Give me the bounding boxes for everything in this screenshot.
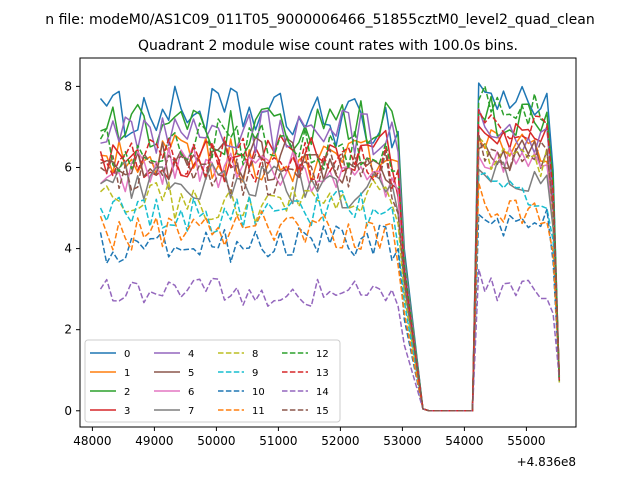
y-tick-label: 2 [64, 323, 72, 337]
legend-label-7: 7 [188, 406, 194, 417]
legend-label-11: 11 [252, 406, 265, 417]
y-tick-label: 0 [64, 404, 72, 418]
y-tick-label: 4 [64, 242, 72, 256]
legend-label-9: 9 [252, 368, 258, 379]
legend-label-10: 10 [252, 387, 265, 398]
legend-box [84, 339, 341, 423]
legend-label-6: 6 [188, 387, 194, 398]
chart-title: Quadrant 2 module wise count rates with … [138, 38, 518, 54]
x-tick-label: 54000 [445, 434, 483, 448]
legend-label-3: 3 [124, 406, 130, 417]
series-line-4 [100, 108, 561, 412]
series-line-1 [100, 129, 561, 412]
legend-label-2: 2 [124, 387, 130, 398]
plot-frame [79, 57, 577, 428]
series-line-15 [100, 133, 561, 412]
legend-label-8: 8 [252, 349, 258, 360]
series-line-6 [99, 144, 561, 412]
x-tick-label: 53000 [383, 434, 421, 448]
legend-label-12: 12 [316, 349, 329, 360]
series-line-8 [99, 136, 561, 412]
series-line-9 [99, 172, 561, 412]
figure-suptitle: n file: modeM0/AS1C09_011T05_9000006466_… [45, 12, 594, 28]
x-tick-label: 50000 [197, 434, 235, 448]
series-layer [99, 82, 561, 412]
x-tick-label: 48000 [73, 434, 111, 448]
axes-layer: 48000 49000 50000 51000 52000 53000 54000 55000… [64, 79, 545, 448]
legend-label-15: 15 [316, 406, 329, 417]
y-tick-label: 6 [64, 160, 72, 174]
legend-label-1: 1 [124, 368, 130, 379]
legend-label-5: 5 [188, 368, 194, 379]
legend-label-13: 13 [316, 368, 329, 379]
x-tick-label: 52000 [321, 434, 359, 448]
series-line-10 [99, 208, 561, 412]
legend-label-4: 4 [188, 349, 194, 360]
legend-label-14: 14 [316, 387, 329, 398]
x-offset-label: +4.836e8 [517, 455, 576, 469]
x-tick-label: 55000 [507, 434, 545, 448]
legend-label-0: 0 [124, 349, 130, 360]
series-line-0 [99, 82, 561, 412]
series-line-12 [99, 85, 561, 412]
series-line-2 [100, 95, 561, 412]
series-line-11 [99, 182, 561, 412]
y-tick-label: 8 [64, 79, 72, 93]
x-tick-label: 49000 [135, 434, 173, 448]
series-line-7 [100, 160, 561, 412]
series-line-14 [99, 268, 561, 412]
x-tick-label: 51000 [259, 434, 297, 448]
